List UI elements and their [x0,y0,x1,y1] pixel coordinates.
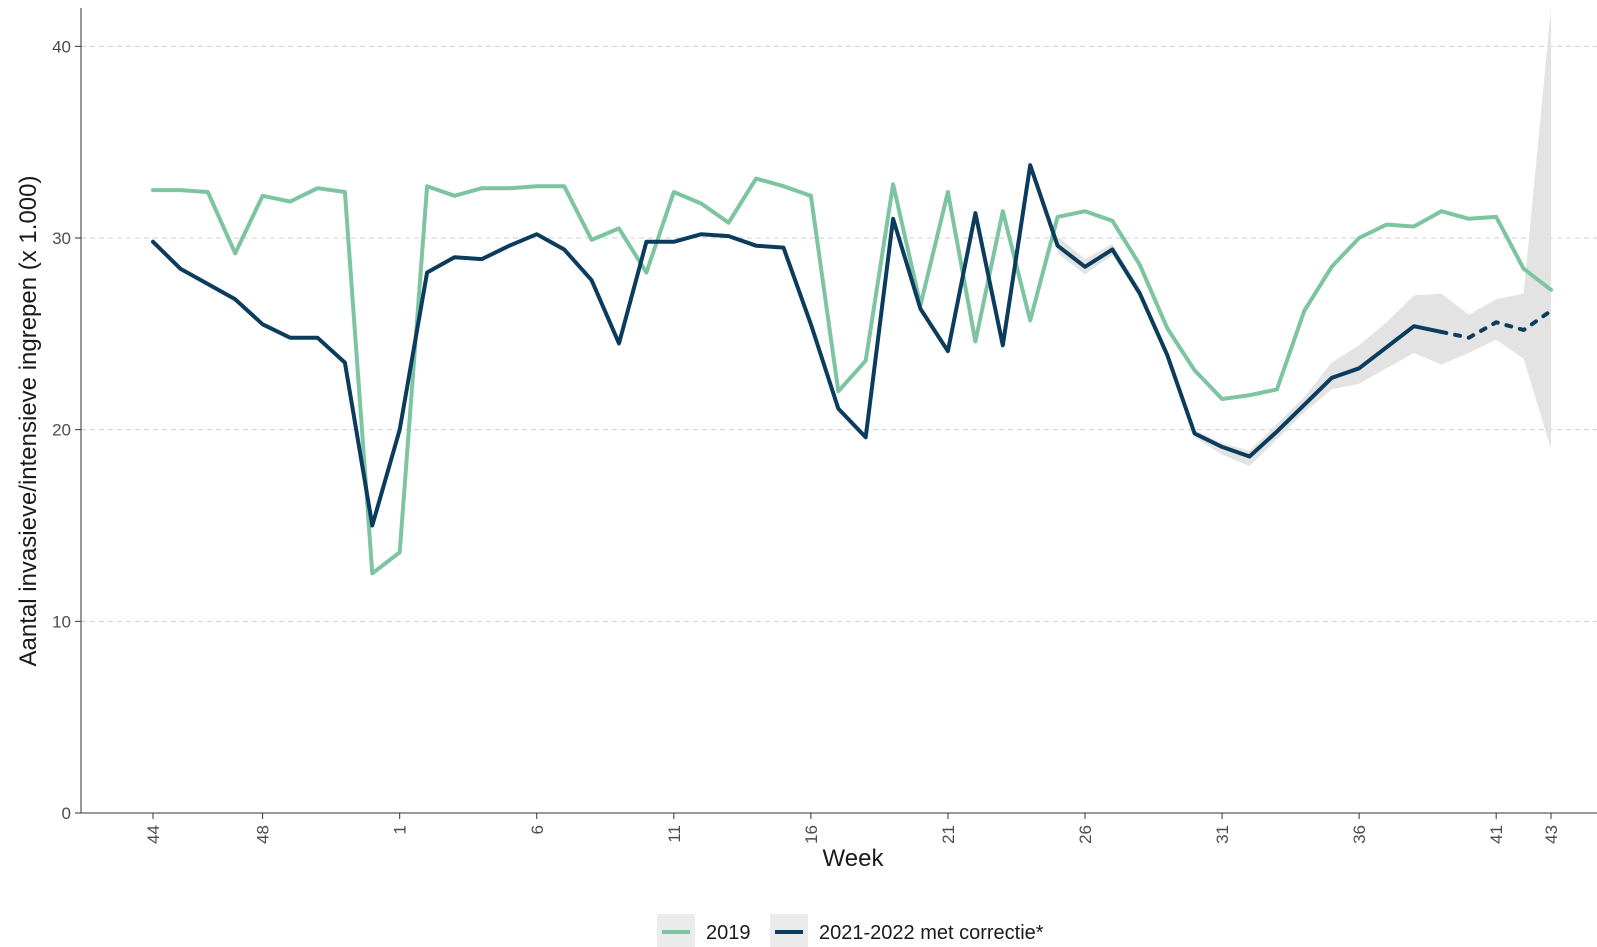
x-tick-label: 41 [1487,825,1506,844]
x-tick-label: 1 [391,825,410,834]
x-tick-label: 31 [1213,825,1232,844]
legend-item-2019: 2019 [657,914,751,947]
x-tick-label: 43 [1542,825,1561,844]
axes [80,8,1597,814]
x-axis-title: Week [823,845,885,872]
x-tick-label: 6 [528,825,547,834]
x-tick-label: 16 [802,825,821,844]
legend: 2019 2021-2022 met correctie* [657,914,1044,947]
y-tick-label: 30 [52,229,71,248]
gridlines [81,45,1597,622]
series-line-2021-2022-projected [1439,308,1553,340]
y-axis-title: Aantal invasieve/intensieve ingrepen (x … [15,176,42,667]
x-tick-label: 48 [254,825,273,844]
legend-label-2021-2022: 2021-2022 met correctie* [819,922,1044,944]
legend-label-2019: 2019 [706,922,751,944]
y-axis-ticks: 0 10 20 30 40 [52,37,81,823]
x-tick-label: 21 [939,825,958,844]
x-tick-label: 44 [144,825,163,844]
series-line-2021-2022 [151,163,1444,528]
y-tick-label: 0 [62,804,71,823]
legend-item-2021-2022: 2021-2022 met correctie* [770,914,1044,947]
y-tick-label: 40 [52,37,71,56]
x-axis-ticks: 44 48 1 6 11 16 21 26 31 36 41 43 [144,813,1561,844]
x-tick-label: 11 [665,825,684,843]
x-tick-label: 26 [1076,825,1095,844]
series-lines [151,163,1553,576]
confidence-band [1057,8,1551,467]
x-tick-label: 36 [1350,825,1369,844]
confidence-band-area [1057,8,1551,467]
series-line-2019 [151,176,1553,576]
y-tick-label: 20 [52,421,71,440]
y-tick-label: 10 [52,612,71,631]
